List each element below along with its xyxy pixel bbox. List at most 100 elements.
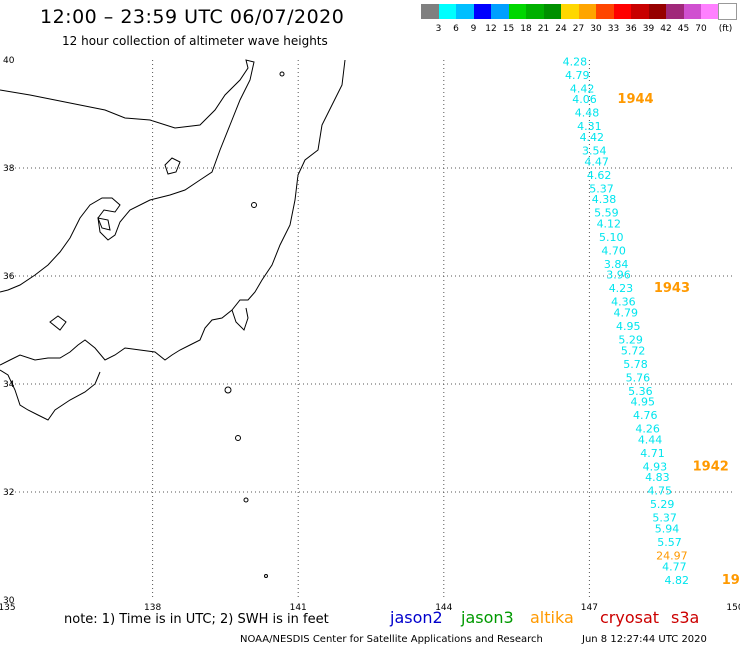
izu-island xyxy=(264,574,268,578)
wave-height-value: 4.42 xyxy=(580,131,605,144)
wave-height-value: 5.29 xyxy=(650,498,675,511)
wave-height-value: 5.78 xyxy=(623,358,648,371)
scale-swatch xyxy=(717,3,737,20)
latitude-label: 40 xyxy=(3,56,15,66)
wave-height-value: 4.31 xyxy=(577,120,602,133)
longitude-label: 144 xyxy=(435,603,452,613)
altimeter-track: 4.284.794.424.064.484.314.423.544.474.62… xyxy=(563,55,689,586)
scale-swatch xyxy=(456,4,474,19)
latitude-label: 38 xyxy=(3,164,15,174)
wave-height-value: 4.95 xyxy=(631,396,656,409)
scale-label: 15 xyxy=(502,24,515,34)
longitude-label: 138 xyxy=(144,603,161,613)
wave-height-value: 5.76 xyxy=(626,371,651,384)
latitude-label: 36 xyxy=(3,272,15,282)
wave-height-value: 4.23 xyxy=(609,282,634,295)
scale-label: 42 xyxy=(660,24,672,34)
map-subtitle: 12 hour collection of altimeter wave hei… xyxy=(62,34,328,48)
wave-height-value: 4.12 xyxy=(597,217,622,230)
satellite-altika: altika xyxy=(530,608,574,627)
wave-height-value: 4.26 xyxy=(635,423,660,436)
wave-height-value: 5.59 xyxy=(594,207,619,220)
scale-swatch xyxy=(666,4,684,19)
scale-swatch xyxy=(683,4,701,19)
map-title: 12:00 – 23:59 UTC 06/07/2020 xyxy=(40,6,345,28)
wave-height-value: 5.37 xyxy=(652,512,677,525)
boso-peninsula xyxy=(231,307,249,331)
scale-swatch xyxy=(701,4,719,19)
scale-swatch xyxy=(438,4,456,19)
pass-time-labels: 1944 1943 1942 1941 xyxy=(617,92,740,588)
wave-height-value: 3.96 xyxy=(606,269,631,282)
longitude-label: 150 xyxy=(726,603,740,613)
scale-label: 27 xyxy=(572,24,585,34)
longitude-label: 135 xyxy=(0,603,16,613)
wave-height-value: 3.54 xyxy=(582,145,607,158)
wave-height-value: 5.36 xyxy=(628,385,653,398)
wave-height-value: 5.29 xyxy=(618,334,643,347)
tohoku-coast xyxy=(0,59,346,366)
wave-height-value: 4.79 xyxy=(565,69,590,82)
scale-label: 18 xyxy=(520,24,532,34)
credit-line: NOAA/NESDIS Center for Satellite Applica… xyxy=(240,634,543,645)
scale-label: 12 xyxy=(485,24,497,34)
satellite-s3a: s3a xyxy=(671,608,700,627)
longitude-label: 147 xyxy=(581,603,598,613)
scale-label: 70 xyxy=(695,24,707,34)
longitude-label: 141 xyxy=(290,603,307,613)
scale-swatch xyxy=(543,4,561,19)
pass-time-label: 1941 xyxy=(722,573,740,588)
wave-height-value: 4.70 xyxy=(601,244,626,257)
wave-height-value: 4.62 xyxy=(587,169,612,182)
scale-swatch xyxy=(578,4,596,19)
graticule xyxy=(7,60,735,600)
kyushu-shikoku-coast xyxy=(0,369,101,421)
wave-height-value: 4.93 xyxy=(643,460,668,473)
island xyxy=(251,202,257,208)
wave-height-value: 4.47 xyxy=(584,155,609,168)
scale-swatch xyxy=(648,4,666,19)
scale-swatch xyxy=(596,4,614,19)
wave-height-value: 5.94 xyxy=(655,523,680,536)
izu-island xyxy=(224,386,232,394)
footer-note: note: 1) Time is in UTC; 2) SWH is in fe… xyxy=(64,612,329,627)
satellite-jason3: jason3 xyxy=(461,608,514,627)
wave-height-value: 5.72 xyxy=(621,344,646,357)
wave-height-value: 4.76 xyxy=(633,409,658,422)
honshu-coast xyxy=(0,59,255,293)
izu-island xyxy=(235,435,241,441)
scale-swatch xyxy=(491,4,509,19)
wave-height-value: 4.83 xyxy=(645,471,670,484)
satellite-cryosat: cryosat xyxy=(600,608,660,627)
scale-label: 21 xyxy=(537,24,550,34)
scale-swatch xyxy=(526,4,544,19)
scale-label: 3 xyxy=(435,24,442,34)
wave-height-value: 4.28 xyxy=(563,55,588,68)
pass-time-label: 1943 xyxy=(654,281,690,296)
scale-swatch xyxy=(631,4,649,19)
scale-label: 30 xyxy=(590,24,602,34)
scale-unit: (ft) xyxy=(718,24,733,34)
scale-label: 45 xyxy=(677,24,690,34)
scale-swatch xyxy=(613,4,631,19)
scale-swatch xyxy=(421,4,439,19)
wave-height-value: 4.36 xyxy=(611,296,636,309)
wave-height-value: 4.06 xyxy=(572,93,597,106)
sado-island xyxy=(164,157,181,175)
scale-swatch xyxy=(508,4,526,19)
scale-label: 36 xyxy=(625,24,637,34)
scale-swatch xyxy=(561,4,579,19)
scale-label: 9 xyxy=(470,24,477,34)
wave-height-value: 3.84 xyxy=(604,258,629,271)
wave-height-value: 4.71 xyxy=(640,447,665,460)
wave-height-value: 4.79 xyxy=(614,307,639,320)
scale-label: 39 xyxy=(642,24,655,34)
wave-height-value: 4.44 xyxy=(638,433,663,446)
wave-height-value: 4.82 xyxy=(665,574,690,587)
izu-island xyxy=(243,497,249,503)
latitude-label: 32 xyxy=(3,488,14,498)
latitude-label: 30 xyxy=(3,596,15,606)
wave-height-value: 4.75 xyxy=(648,485,673,498)
scale-label: 6 xyxy=(453,24,459,34)
